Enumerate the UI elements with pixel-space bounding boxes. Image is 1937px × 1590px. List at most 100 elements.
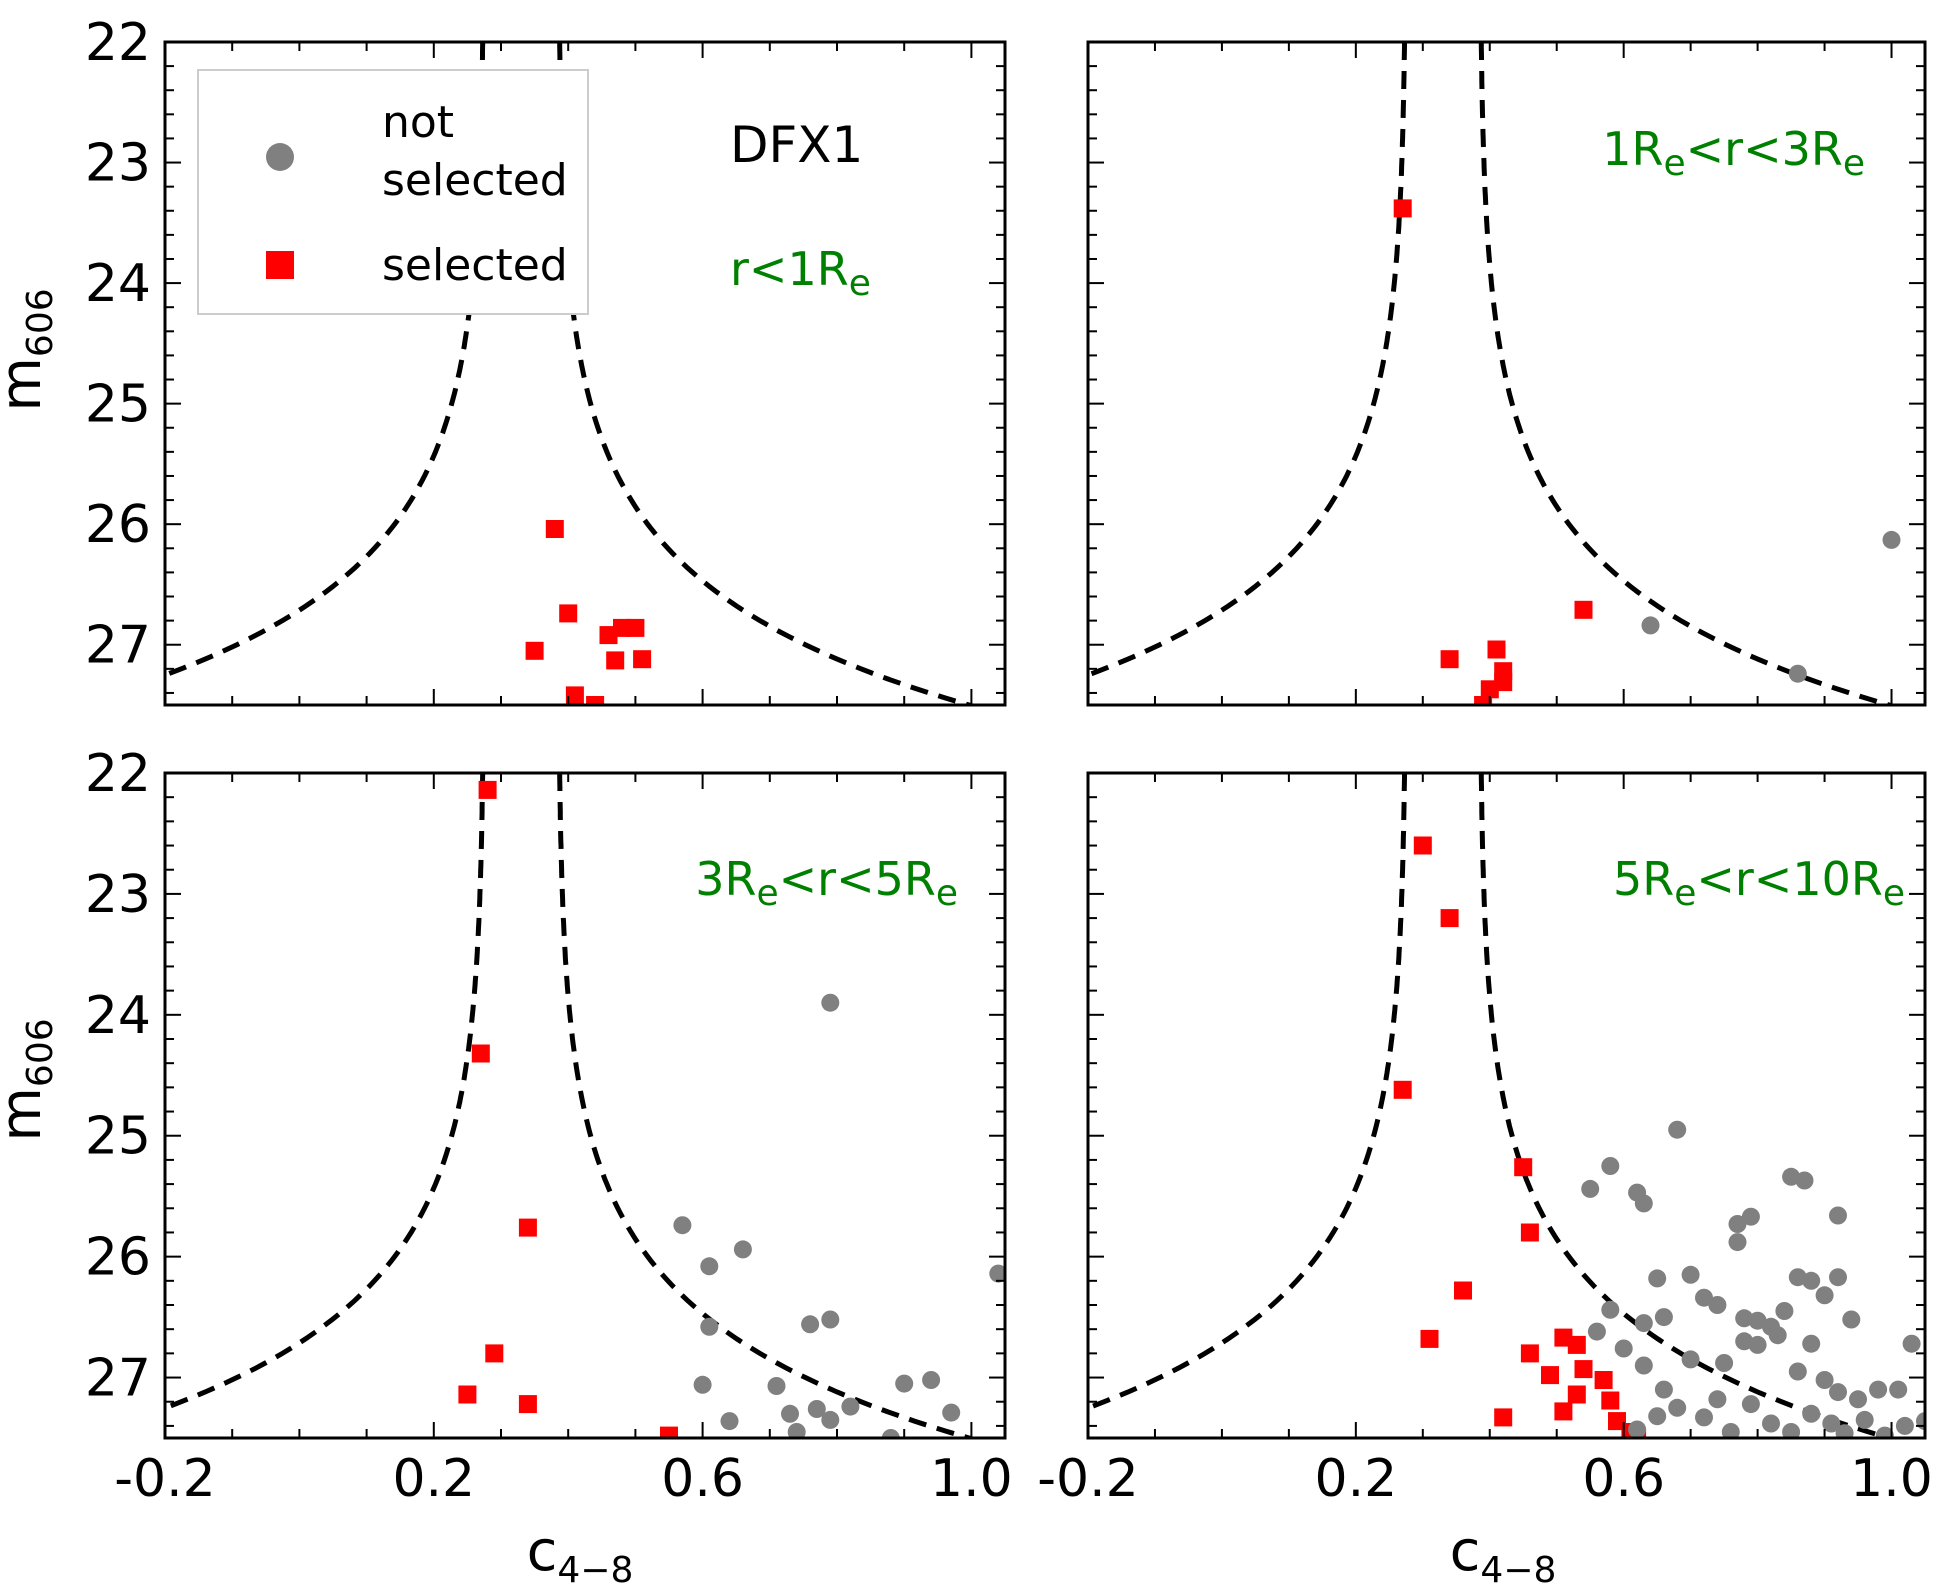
- not-selected-point: [1869, 1380, 1888, 1399]
- legend-label-selected: selected: [382, 240, 568, 291]
- radial-bin-label: 1Re<r<3Re: [1602, 122, 1865, 184]
- not-selected-point: [1822, 1414, 1841, 1433]
- y-tick-label: 23: [85, 134, 151, 194]
- selected-point: [1594, 1371, 1613, 1389]
- not-selected-point: [1748, 1311, 1767, 1330]
- selected-point: [1520, 1344, 1539, 1363]
- axis-ticks: [164, 41, 1005, 705]
- y-tick-label: 26: [85, 1228, 151, 1288]
- selected-point: [626, 618, 645, 637]
- selected-point: [1440, 909, 1459, 928]
- selected-point: [606, 651, 625, 670]
- y-axis-label: m606: [0, 1018, 61, 1141]
- y-tick-label: 27: [85, 616, 151, 676]
- not-selected-point: [1788, 664, 1807, 683]
- selected-point: [1454, 1281, 1472, 1300]
- left-boundary-curve: [165, 42, 486, 678]
- not-selected-point: [1741, 1207, 1760, 1226]
- galaxy-label: DFX1: [730, 116, 863, 174]
- not-selected-point: [989, 1264, 1005, 1283]
- not-selected-point: [787, 1423, 806, 1438]
- not-selected-point: [1882, 530, 1901, 549]
- selected-point: [458, 1385, 477, 1404]
- data-points: [1393, 836, 1925, 1438]
- not-selected-point: [1802, 1404, 1821, 1423]
- not-selected-point: [1829, 1268, 1847, 1287]
- y-tick-label: 27: [85, 1349, 151, 1409]
- not-selected-point: [1782, 1423, 1801, 1438]
- not-selected-point: [733, 1240, 752, 1259]
- not-selected-point: [1721, 1423, 1740, 1438]
- x-tick-label: -0.2: [1037, 1449, 1138, 1509]
- not-selected-point: [881, 1429, 900, 1438]
- selected-point: [1413, 836, 1432, 855]
- selected-point: [586, 696, 605, 705]
- not-selected-point: [1681, 1350, 1700, 1369]
- selected-point: [478, 780, 497, 799]
- radial-bin-label: 3Re<r<5Re: [695, 852, 958, 914]
- not-selected-point: [1654, 1308, 1673, 1327]
- not-selected-point: [1715, 1354, 1734, 1372]
- y-tick-label: 24: [85, 254, 151, 314]
- selected-point: [1474, 696, 1493, 705]
- y-tick-label: 23: [85, 865, 151, 925]
- selected-point: [545, 520, 564, 538]
- x-tick-label: 0.6: [661, 1449, 744, 1509]
- not-selected-point: [1648, 1269, 1667, 1288]
- y-tick-label: 24: [85, 986, 151, 1046]
- not-selected-point: [1654, 1380, 1673, 1399]
- axis-ticks: [1087, 772, 1925, 1438]
- not-selected-point: [1802, 1334, 1821, 1353]
- selected-point: [1541, 1366, 1559, 1385]
- not-selected-point: [1829, 1206, 1847, 1225]
- x-tick-label: -0.2: [114, 1449, 215, 1509]
- not-selected-point: [673, 1216, 692, 1235]
- selected-point: [660, 1426, 678, 1438]
- not-selected-point: [781, 1404, 799, 1423]
- legend-marker-not-selected: [266, 143, 294, 171]
- not-selected-point: [1815, 1371, 1834, 1389]
- selection-boundary-curves: [1088, 42, 1899, 705]
- selected-point: [1567, 1335, 1586, 1354]
- not-selected-point: [1587, 1322, 1606, 1341]
- right-boundary-curve: [1478, 773, 1899, 1438]
- selected-point: [559, 604, 578, 623]
- plot-frame: [163, 771, 1007, 1440]
- right-boundary-curve: [557, 42, 979, 705]
- selected-point: [1567, 1385, 1586, 1404]
- selected-point: [633, 650, 652, 669]
- not-selected-point: [1668, 1398, 1687, 1417]
- axis-ticks: [1087, 41, 1925, 705]
- legend-label-not-selected-line1: not: [382, 97, 454, 148]
- plot-frame: [1086, 40, 1927, 707]
- not-selected-point: [1581, 1179, 1600, 1198]
- not-selected-point: [700, 1257, 719, 1276]
- selected-point: [1601, 1391, 1620, 1410]
- not-selected-point: [1628, 1420, 1647, 1438]
- selected-point: [485, 1344, 504, 1363]
- not-selected-point: [1855, 1410, 1874, 1429]
- plot-frame: [1086, 771, 1927, 1440]
- not-selected-point: [1842, 1310, 1861, 1329]
- selected-point: [1393, 1080, 1412, 1099]
- y-axis-label: m606: [0, 288, 61, 411]
- not-selected-point: [821, 993, 840, 1012]
- not-selected-point: [1614, 1339, 1633, 1358]
- y-tick-label: 22: [85, 744, 151, 804]
- y-tick-label: 25: [85, 375, 151, 435]
- panel-top-right: 1Re<r<3Re: [1086, 40, 1927, 707]
- not-selected-point: [1795, 1171, 1814, 1190]
- legend: not selected selected: [197, 69, 589, 315]
- selected-point: [1393, 199, 1412, 218]
- radial-bin-label: 5Re<r<10Re: [1613, 852, 1905, 914]
- data-points: [525, 520, 652, 705]
- x-tick-labels: -0.2 0.2 0.6 1.0: [1037, 1449, 1933, 1509]
- not-selected-point: [1641, 616, 1660, 635]
- not-selected-point: [1728, 1215, 1747, 1233]
- data-points: [458, 780, 1005, 1438]
- not-selected-point: [1748, 1335, 1767, 1354]
- not-selected-point: [767, 1377, 786, 1395]
- y-tick-label: 25: [85, 1107, 151, 1167]
